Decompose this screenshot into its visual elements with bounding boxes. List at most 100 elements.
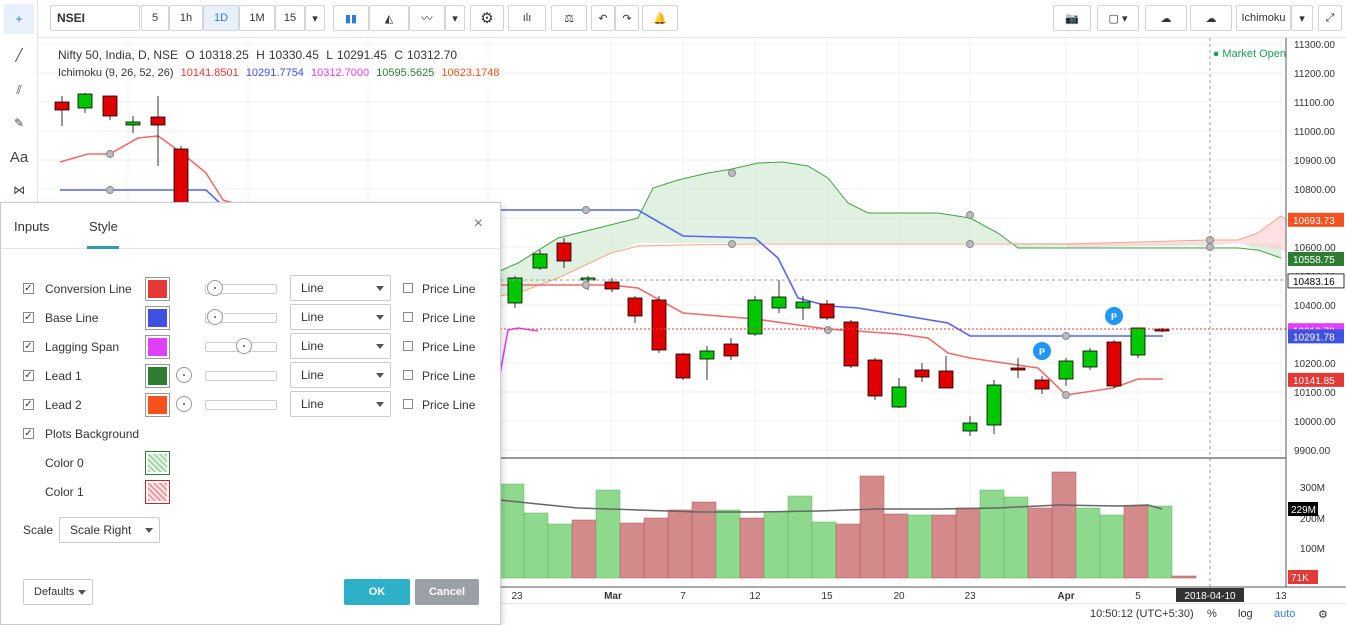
price-axis-label: 10100.00	[1294, 388, 1336, 399]
slider-knob[interactable]	[236, 338, 252, 354]
price-line-checkbox[interactable]	[403, 370, 413, 380]
checkbox-lagging[interactable]: ✓	[23, 341, 34, 352]
layout-dropdown[interactable]: ▾	[1291, 5, 1313, 31]
price-line-checkbox[interactable]	[403, 312, 413, 322]
line-style-select[interactable]: Line	[290, 275, 391, 301]
area-chart-icon[interactable]: ◭	[369, 5, 409, 31]
ichimoku-title[interactable]: Ichimoku (9, 26, 52, 26)	[58, 67, 174, 79]
save-layout-icon[interactable]: ☁	[1190, 5, 1232, 31]
candles-icon[interactable]: ▮▮	[333, 5, 369, 31]
ohlc-h-key: H	[256, 48, 265, 62]
camera-icon[interactable]: 📷	[1053, 5, 1091, 31]
opacity-slider[interactable]	[205, 371, 277, 381]
row-label: Color 0	[45, 456, 84, 470]
checkbox-base[interactable]: ✓	[23, 312, 34, 323]
cancel-button[interactable]: Cancel	[415, 579, 479, 605]
line-chart-icon[interactable]: 〰	[409, 5, 445, 31]
log-toggle[interactable]: log	[1238, 608, 1253, 620]
color-swatch-color0[interactable]	[145, 451, 170, 475]
top-toolbar: NSEI 5 1h 1D 1M 15 ▾ ▮▮ ◭ 〰 ▾ ⚙ ılı ⚖ ↶ …	[0, 0, 1346, 38]
ichimoku-value-lead2: 10623.1748	[441, 67, 500, 79]
line-style-select[interactable]: Line	[290, 391, 391, 417]
trendline-icon[interactable]: ╱	[15, 48, 23, 62]
volume-axis-label: 300M	[1300, 483, 1325, 494]
price-tag	[1288, 329, 1344, 344]
slider-knob[interactable]	[207, 309, 223, 325]
close-icon[interactable]: ×	[473, 215, 483, 232]
chart-type-dropdown[interactable]: ▾	[445, 5, 465, 31]
checkbox-conversion[interactable]: ✓	[23, 283, 34, 294]
redo-icon[interactable]: ↷	[615, 5, 639, 31]
indicators-icon[interactable]: ılı	[508, 5, 546, 31]
scale-value: Scale Right	[70, 523, 132, 537]
price-axis-label: 11300.00	[1294, 40, 1335, 51]
ohlc-c-value: 10312.70	[406, 48, 458, 62]
defaults-button[interactable]: Defaults	[23, 579, 93, 605]
price-line-label: Price Line	[422, 369, 476, 383]
opacity-slider[interactable]	[205, 313, 277, 323]
symbol-search[interactable]: NSEI	[50, 5, 140, 31]
interval-1m[interactable]: 1M	[239, 5, 275, 31]
slider-knob[interactable]	[176, 367, 192, 383]
slider-knob[interactable]	[176, 396, 192, 412]
settings-icon[interactable]: ⚙	[470, 5, 504, 31]
price-line-checkbox[interactable]	[403, 341, 413, 351]
crosshair-icon[interactable]: +	[4, 4, 34, 34]
pattern-icon[interactable]: ⋈	[13, 183, 25, 197]
symbol-title[interactable]: Nifty 50, India, D, NSE	[58, 48, 179, 62]
price-tag	[1288, 251, 1344, 266]
pitchfork-icon[interactable]: ⫽	[16, 82, 22, 97]
color-swatch-lead1[interactable]	[145, 364, 170, 388]
volume-axis-label: 200M	[1300, 514, 1325, 525]
compare-icon[interactable]: ⚖	[551, 5, 587, 31]
tab-inputs[interactable]: Inputs	[14, 219, 50, 234]
alert-icon[interactable]: 🔔	[642, 5, 678, 31]
percent-toggle[interactable]: %	[1207, 608, 1217, 620]
opacity-slider[interactable]	[205, 400, 277, 410]
price-line-label: Price Line	[422, 398, 476, 412]
checkbox-lead1[interactable]: ✓	[23, 370, 34, 381]
interval-dropdown[interactable]: ▾	[305, 5, 325, 31]
color-swatch-lagging[interactable]	[145, 335, 170, 359]
date-axis-label: Apr	[1057, 591, 1074, 602]
checkbox-lead2[interactable]: ✓	[23, 399, 34, 410]
ohlc-c-key: C	[394, 48, 403, 62]
brush-icon[interactable]: ✎	[13, 116, 25, 130]
color-swatch-lead2[interactable]	[145, 393, 170, 417]
slider-knob[interactable]	[207, 280, 223, 296]
price-axis-label: 10800.00	[1294, 185, 1336, 196]
layout-name[interactable]: Ichimoku	[1236, 5, 1291, 31]
ohlc-l-value: 10291.45	[336, 48, 387, 62]
line-style-select[interactable]: Line	[290, 333, 391, 359]
line-style-select[interactable]: Line	[290, 304, 391, 330]
volume-tag-label: 229M	[1291, 505, 1316, 516]
interval-1d[interactable]: 1D	[203, 5, 239, 31]
text-icon[interactable]: Aa	[9, 148, 29, 166]
tab-style[interactable]: Style	[89, 219, 118, 234]
interval-15[interactable]: 15	[275, 5, 305, 31]
color-swatch-color1[interactable]	[145, 480, 170, 504]
checkbox-plots-background[interactable]: ✓	[23, 428, 34, 439]
scale-select[interactable]: Scale Right	[59, 517, 160, 543]
active-tab-indicator	[87, 246, 119, 249]
price-line-checkbox[interactable]	[403, 399, 413, 409]
line-style-select[interactable]: Line	[290, 362, 391, 388]
opacity-slider[interactable]	[205, 284, 277, 294]
undo-icon[interactable]: ↶	[591, 5, 615, 31]
lead1-line	[487, 161, 1282, 277]
volume-bars	[499, 471, 1197, 579]
price-tag-label: 10693.73	[1293, 216, 1335, 227]
ok-button[interactable]: OK	[344, 579, 410, 605]
load-layout-icon[interactable]: ☁	[1145, 5, 1187, 31]
auto-toggle[interactable]: auto	[1274, 608, 1296, 620]
color-picker-icon[interactable]: ▢ ▾	[1097, 5, 1139, 31]
color-swatch-base[interactable]	[145, 306, 170, 330]
interval-5[interactable]: 5	[141, 5, 169, 31]
color-swatch-conversion[interactable]	[145, 277, 170, 301]
gear-icon[interactable]: ⚙	[1318, 609, 1328, 621]
interval-1h[interactable]: 1h	[169, 5, 203, 31]
fullscreen-icon[interactable]: ⤢	[1318, 5, 1342, 31]
row-label: Color 1	[45, 485, 84, 499]
price-line-checkbox[interactable]	[403, 283, 413, 293]
